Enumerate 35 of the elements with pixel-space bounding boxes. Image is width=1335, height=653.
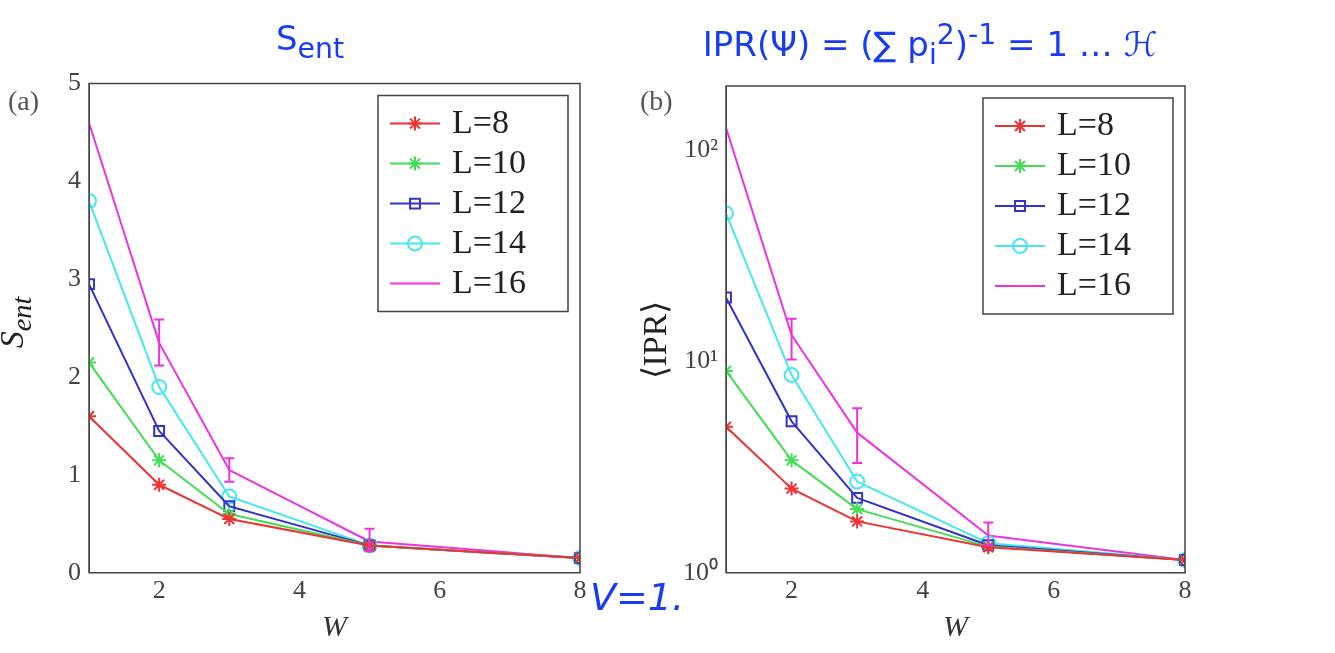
x-tick-label: 4 [916,575,930,605]
legend-label: L=12 [452,182,526,220]
legend-label: L=10 [452,142,526,180]
x-tick-label: 8 [573,575,587,605]
legend-label: L=10 [1057,144,1131,182]
chart-title: IPR(Ψ) = (∑ p$_{i}$$^{2}$)$^{-1}$ = 1 … ℋ [701,18,1159,72]
legend-label: L=16 [452,262,526,300]
legend-label: L=8 [1057,104,1114,142]
x-tick-label: 4 [292,575,306,605]
text: V=1. [590,575,685,619]
y-tick-label: 2 [68,360,81,390]
x-tick-label: 6 [1047,575,1061,605]
chart-title: S$_{ent}$ [274,18,346,65]
y-tick-label: 3 [68,263,81,293]
y-tick-label: 10⁰ [683,556,718,586]
legend-label: L=16 [1057,264,1131,302]
y-tick-label: 10² [684,133,719,163]
legend-label: L=12 [1057,184,1131,222]
x-tick-label: 2 [785,575,799,605]
x-axis-title: W [322,608,350,642]
y-tick-label: 0 [68,556,81,586]
x-tick-label: 6 [433,575,447,605]
y-tick-label: 1 [68,458,81,488]
legend-label: L=8 [452,102,509,140]
y-tick-label: 5 [68,67,81,97]
y-tick-label: 10¹ [684,345,718,375]
text: (b) [640,85,673,117]
y-axis-title: ⟨IPR⟩ [635,300,675,380]
y-tick-label: 4 [68,165,81,195]
legend-label: L=14 [452,222,526,260]
text: (a) [8,85,40,117]
x-axis-title: W [943,608,971,642]
legend-label: L=14 [1057,224,1131,262]
x-tick-label: 2 [152,575,166,605]
x-tick-label: 8 [1178,575,1192,605]
